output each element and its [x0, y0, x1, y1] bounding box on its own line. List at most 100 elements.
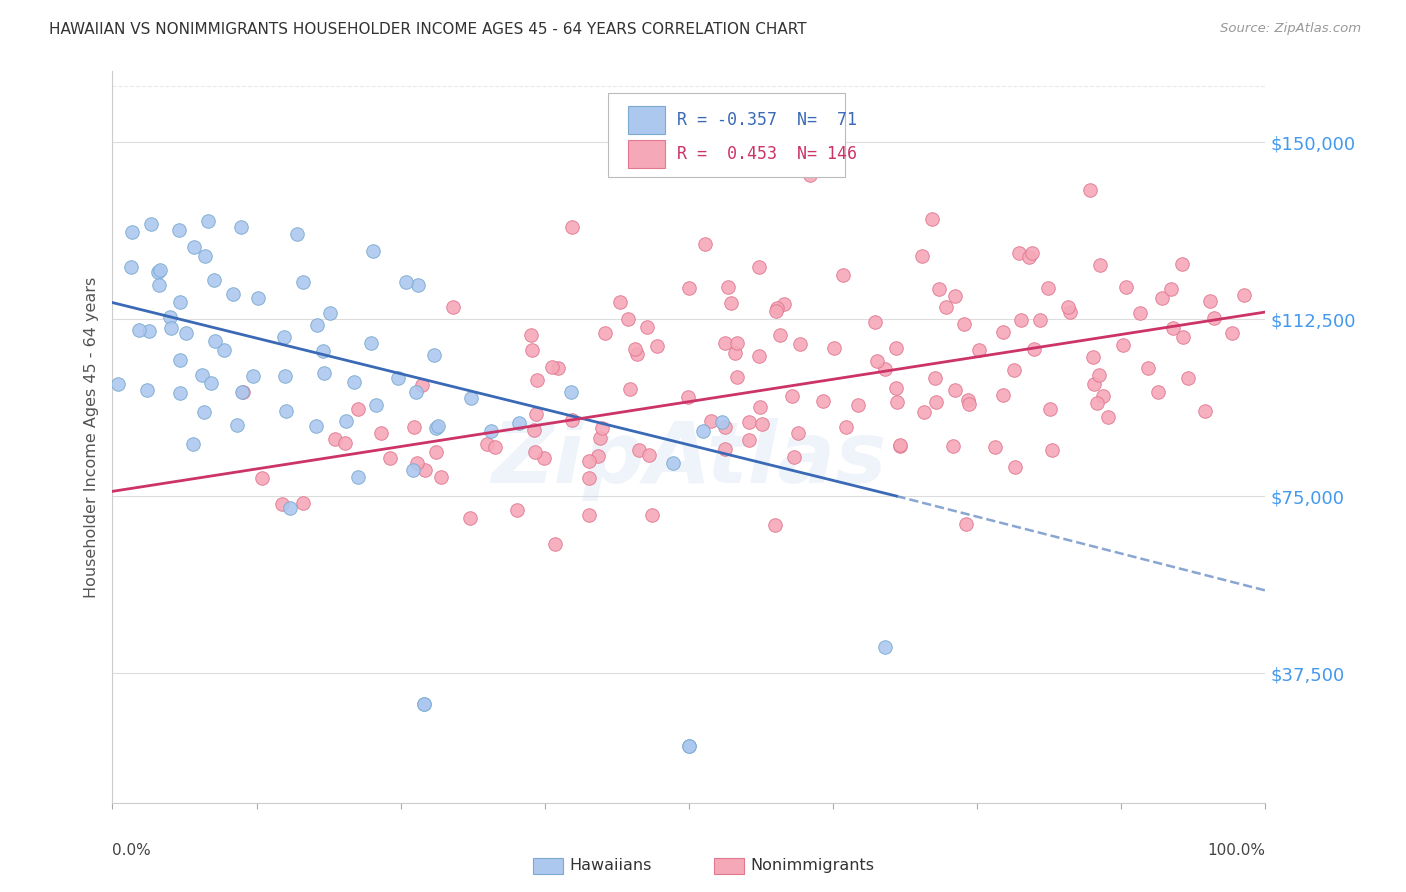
Point	[700, 414, 723, 428]
Point	[780, 389, 803, 403]
Text: HAWAIIAN VS NONIMMIGRANTS HOUSEHOLDER INCOME AGES 45 - 64 YEARS CORRELATION CHAR: HAWAIIAN VS NONIMMIGRANTS HOUSEHOLDER IN…	[49, 22, 807, 37]
Point	[955, 516, 977, 531]
Point	[1078, 183, 1101, 197]
Point	[197, 214, 219, 228]
Point	[547, 361, 569, 376]
Point	[678, 739, 700, 754]
Point	[713, 420, 735, 434]
Point	[242, 368, 264, 383]
Point	[823, 341, 845, 355]
Point	[441, 300, 464, 314]
Point	[983, 440, 1005, 454]
Point	[863, 315, 886, 329]
Point	[458, 511, 481, 525]
Point	[676, 390, 699, 404]
Point	[738, 415, 761, 429]
Point	[523, 423, 546, 437]
Point	[520, 328, 543, 343]
Point	[148, 278, 170, 293]
Point	[662, 456, 685, 470]
Point	[405, 456, 427, 470]
Point	[993, 325, 1015, 339]
Text: Source: ZipAtlas.com: Source: ZipAtlas.com	[1220, 22, 1361, 36]
Point	[159, 310, 181, 324]
Point	[1097, 409, 1119, 424]
Point	[183, 240, 205, 254]
Point	[541, 359, 564, 374]
Point	[886, 395, 908, 409]
Point	[636, 319, 658, 334]
Point	[835, 420, 858, 434]
Point	[1008, 246, 1031, 260]
Point	[423, 348, 446, 362]
Point	[991, 388, 1014, 402]
Point	[912, 405, 935, 419]
Point	[628, 442, 651, 457]
Point	[1038, 281, 1060, 295]
Point	[773, 297, 796, 311]
Bar	[628, 106, 665, 135]
Point	[323, 433, 346, 447]
Point	[1021, 246, 1043, 260]
Point	[713, 442, 735, 456]
Point	[364, 398, 387, 412]
Point	[1092, 389, 1115, 403]
Point	[429, 469, 451, 483]
Point	[769, 328, 792, 343]
Point	[1087, 368, 1109, 383]
Point	[232, 384, 254, 399]
Point	[278, 500, 301, 515]
Point	[710, 415, 733, 429]
Point	[363, 244, 385, 259]
Point	[799, 168, 821, 182]
Point	[1010, 313, 1032, 327]
Point	[1129, 306, 1152, 320]
Point	[413, 463, 436, 477]
Point	[475, 437, 498, 451]
Point	[508, 416, 530, 430]
Point	[335, 436, 357, 450]
Point	[304, 419, 326, 434]
Point	[953, 317, 976, 331]
Point	[1039, 401, 1062, 416]
Point	[343, 375, 366, 389]
Point	[120, 260, 142, 275]
Point	[1233, 288, 1256, 302]
Point	[319, 305, 342, 319]
Point	[412, 697, 434, 711]
Point	[174, 326, 197, 340]
Point	[121, 225, 143, 239]
Point	[222, 287, 245, 301]
Point	[578, 471, 600, 485]
Point	[645, 338, 668, 352]
Point	[479, 424, 502, 438]
Point	[378, 451, 401, 466]
Point	[146, 265, 169, 279]
Point	[789, 336, 811, 351]
Point	[561, 412, 583, 426]
Point	[204, 334, 226, 348]
Point	[866, 353, 889, 368]
Point	[411, 377, 433, 392]
Point	[560, 384, 582, 399]
Point	[1024, 342, 1046, 356]
Point	[619, 382, 641, 396]
Point	[751, 417, 773, 431]
Point	[889, 438, 911, 452]
Point	[1177, 371, 1199, 385]
Point	[138, 324, 160, 338]
Point	[846, 398, 869, 412]
Point	[1029, 312, 1052, 326]
Point	[588, 449, 610, 463]
Point	[360, 336, 382, 351]
Point	[738, 434, 761, 448]
Point	[1194, 403, 1216, 417]
Point	[1057, 300, 1080, 314]
Point	[347, 469, 370, 483]
Point	[620, 140, 643, 154]
Point	[193, 404, 215, 418]
Text: Nonimmigrants: Nonimmigrants	[749, 858, 875, 873]
Point	[394, 275, 416, 289]
Point	[748, 400, 770, 414]
Point	[589, 431, 612, 445]
